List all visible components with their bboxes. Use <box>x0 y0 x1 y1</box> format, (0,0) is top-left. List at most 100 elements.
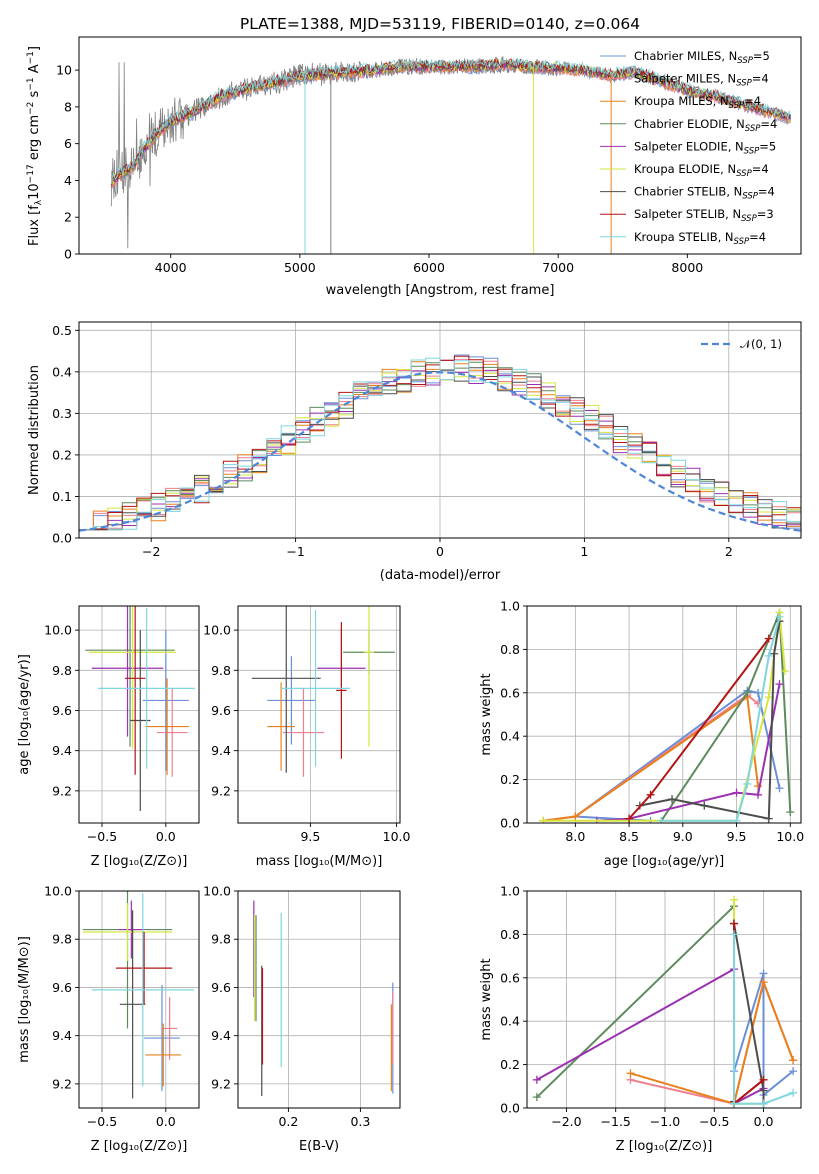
weight-marker-0 <box>775 784 784 793</box>
y-tick-label: 10.0 <box>203 623 231 638</box>
weight-marker-0 <box>789 1067 798 1076</box>
weight-marker-8 <box>789 1088 798 1097</box>
y-tick-label: 0.0 <box>52 531 72 546</box>
axes-frame <box>237 605 401 824</box>
legend-label-4: Salpeter ELODIE, NSSP=5 <box>634 139 776 156</box>
plot-area-age-vs-mass <box>251 606 395 777</box>
x-axis-label: Z [log₁₀(Z/Z⊙)] <box>91 854 188 869</box>
weight-marker-3 <box>786 808 795 817</box>
x-tick-label: 9.0 <box>673 829 693 844</box>
y-tick-label: 0.1 <box>52 489 72 504</box>
weight-line-6 <box>639 621 781 820</box>
y-tick-label: 9.2 <box>211 783 231 798</box>
panel-mass-vs-ebv: 0.2 0.3 9.2 9.4 9.6 9.8 10.0 E(B-V) <box>203 884 401 1154</box>
plot-area-mass-vs-Z <box>82 891 194 1099</box>
weight-marker-8 <box>759 1099 768 1108</box>
weight-marker-4 <box>732 788 741 797</box>
axes-frame <box>78 890 200 1109</box>
x-axis-label: (data-model)/error <box>380 568 501 583</box>
legend-label-5: Kroupa ELODIE, NSSP=4 <box>634 162 769 179</box>
y-axis-label: age [log₁₀(age/yr)] <box>17 654 32 775</box>
panel-residuals: −2 −1 0 1 2 0.0 0.1 0.2 0.3 0.4 0.5 𝒩(0, 1) (data-mo… <box>27 321 802 583</box>
y-tick-label: 0.5 <box>52 323 72 338</box>
y-tick-label: 9.4 <box>52 743 72 758</box>
x-tick-label: −0.5 <box>87 829 117 844</box>
weight-marker-7 <box>729 919 738 928</box>
y-tick-label: 9.6 <box>211 980 231 995</box>
y-tick-label: 8 <box>64 99 72 114</box>
weight-marker-8 <box>732 816 741 823</box>
y-tick-label: 9.4 <box>52 1028 72 1043</box>
weight-marker-8 <box>657 816 666 823</box>
y-axis-label: Flux [fλ10−17 erg cm−2 s−1 A−1] <box>26 46 44 246</box>
axes-frame <box>78 36 802 255</box>
x-tick-label: −1.5 <box>601 1114 631 1129</box>
x-tick-label: 0.0 <box>156 829 176 844</box>
x-tick-label: −2 <box>142 544 160 559</box>
y-tick-label: 9.8 <box>211 932 231 947</box>
x-axis-label: mass [log₁₀(M/M⊙)] <box>256 854 383 869</box>
weight-line-5 <box>543 612 786 822</box>
weight-line-6 <box>733 923 765 1104</box>
x-axis-label: wavelength [Angstrom, rest frame] <box>326 283 555 298</box>
y-tick-label: 9.8 <box>52 932 72 947</box>
weight-line-2 <box>630 978 795 1105</box>
weight-marker-2 <box>571 812 580 821</box>
plot-area-weight-vs-age <box>539 608 795 823</box>
y-tick-label: 9.8 <box>211 663 231 678</box>
y-tick-label: 9.6 <box>52 980 72 995</box>
x-axis-label: age [log₁₀(age/yr)] <box>604 854 725 869</box>
x-axis-label: Z [log₁₀(Z/Z⊙)] <box>91 1139 188 1154</box>
x-tick-label: −1.0 <box>650 1114 680 1129</box>
weight-line-1 <box>630 978 795 1105</box>
legend-label-1: Salpeter MILES, NSSP=4 <box>634 72 769 89</box>
y-tick-label: 9.6 <box>52 703 72 718</box>
panel-weight-vs-Z: −2.0 −1.5 −1.0 −0.5 0.0 0.0 0.2 0.4 0.6 0.8 1.0 Z [… <box>479 884 802 1154</box>
weight-marker-0 <box>754 688 763 697</box>
weight-marker-6 <box>668 795 677 804</box>
y-tick-label: 4 <box>64 173 72 188</box>
weight-marker-6 <box>770 649 779 658</box>
normal-reference-curve <box>79 371 801 532</box>
y-tick-label: 10.0 <box>203 884 231 899</box>
weight-marker-7 <box>646 790 655 799</box>
legend-label-8: Kroupa STELIB, NSSP=4 <box>634 230 766 247</box>
weight-marker-8 <box>729 930 738 939</box>
y-tick-label: 9.4 <box>211 1028 231 1043</box>
y-tick-label: 0.8 <box>500 927 520 942</box>
weight-line-8 <box>733 934 794 1105</box>
legend-label-normal: 𝒩(0, 1) <box>740 337 782 351</box>
panel-spectrum: 4000 5000 6000 7000 8000 0 2 4 6 8 10 Chabrier MILE… <box>26 36 802 298</box>
y-tick-label: 10.0 <box>44 884 72 899</box>
x-tick-label: 10.0 <box>776 829 804 844</box>
weight-marker-8 <box>775 612 784 621</box>
plot-area-weight-vs-Z <box>532 895 798 1108</box>
x-tick-label: 0.3 <box>350 1114 370 1129</box>
weight-marker-6 <box>700 801 709 810</box>
y-tick-label: 0.4 <box>52 364 72 379</box>
y-tick-label: 0.2 <box>500 1057 520 1072</box>
x-tick-label: 8.5 <box>619 829 639 844</box>
y-tick-label: 9.2 <box>52 783 72 798</box>
weight-marker-5 <box>539 816 548 823</box>
x-axis-label: E(B-V) <box>299 1139 339 1154</box>
x-tick-label: 4000 <box>155 260 187 275</box>
legend-label-3: Chabrier ELODIE, NSSP=4 <box>634 117 777 134</box>
y-tick-label: 9.2 <box>52 1076 72 1091</box>
y-tick-label: 0.6 <box>500 685 520 700</box>
y-tick-label: 0.2 <box>500 772 520 787</box>
y-tick-label: 9.6 <box>211 703 231 718</box>
y-tick-label: 0.0 <box>500 816 520 831</box>
y-tick-label: 0.8 <box>500 642 520 657</box>
plot-area-age-vs-Z <box>85 606 196 811</box>
x-tick-label: 8000 <box>671 260 703 275</box>
x-axis-label: Z [log₁₀(Z/Z⊙)] <box>616 1139 713 1154</box>
y-tick-label: 0.4 <box>500 1014 520 1029</box>
y-tick-label: 9.8 <box>52 663 72 678</box>
x-tick-label: −0.5 <box>699 1114 729 1129</box>
axes-frame <box>526 605 802 824</box>
weight-marker-6 <box>764 814 773 823</box>
y-tick-label: 1.0 <box>500 884 520 899</box>
